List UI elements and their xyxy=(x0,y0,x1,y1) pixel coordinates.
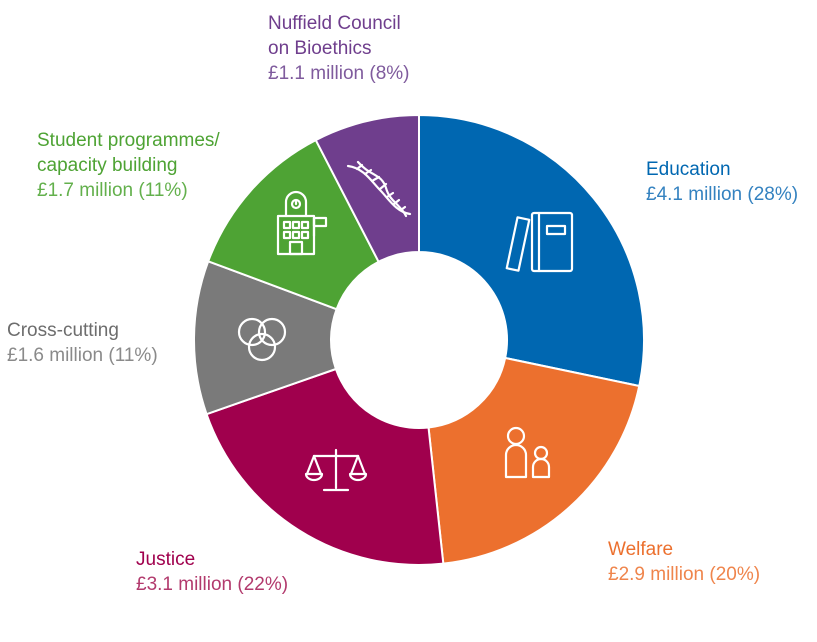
label-education: Education £4.1 million (28%) xyxy=(646,157,798,207)
label-welfare: Welfare £2.9 million (20%) xyxy=(608,537,760,587)
label-education-name: Education xyxy=(646,159,731,180)
slice-education xyxy=(418,113,645,388)
label-student: Student programmes/ capacity building £1… xyxy=(37,128,220,203)
slice-justice xyxy=(205,367,445,566)
label-cross-cutting-value: £1.6 million (11%) xyxy=(7,345,158,366)
label-nuffield-name-2: on Bioethics xyxy=(268,38,372,59)
label-cross-cutting-name: Cross-cutting xyxy=(7,320,119,341)
label-nuffield-name-1: Nuffield Council xyxy=(268,13,401,34)
label-welfare-name: Welfare xyxy=(608,539,674,560)
label-student-name-2: capacity building xyxy=(37,155,178,176)
label-nuffield-value: £1.1 million (8%) xyxy=(268,63,410,84)
label-justice: Justice £3.1 million (22%) xyxy=(136,547,288,597)
slice-welfare xyxy=(427,356,641,565)
label-cross-cutting: Cross-cutting £1.6 million (11%) xyxy=(7,318,158,368)
label-education-value: £4.1 million (28%) xyxy=(646,184,799,205)
label-justice-value: £3.1 million (22%) xyxy=(136,574,289,595)
label-welfare-value: £2.9 million (20%) xyxy=(608,564,761,585)
label-nuffield: Nuffield Council on Bioethics £1.1 milli… xyxy=(268,11,410,86)
label-justice-name: Justice xyxy=(136,549,196,570)
label-student-value: £1.7 million (11%) xyxy=(37,180,188,201)
label-student-name-1: Student programmes/ xyxy=(37,130,220,151)
